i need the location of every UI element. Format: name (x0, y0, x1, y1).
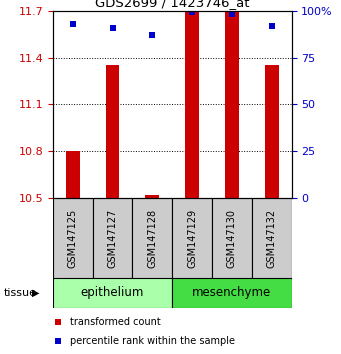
Text: GSM147125: GSM147125 (68, 209, 78, 268)
Bar (172, 278, 292, 308)
Bar (93, 198, 132, 278)
Bar (53, 198, 93, 278)
Bar (225, 11, 239, 198)
Text: percentile rank within the sample: percentile rank within the sample (70, 336, 235, 346)
Bar (53, 278, 172, 308)
Text: transformed count: transformed count (70, 317, 160, 327)
Text: epithelium: epithelium (81, 286, 144, 299)
Bar (265, 65, 279, 198)
Bar (145, 195, 159, 198)
Bar (132, 198, 172, 278)
Text: GSM147128: GSM147128 (147, 209, 157, 268)
Text: GSM147130: GSM147130 (227, 209, 237, 268)
Bar (172, 198, 212, 278)
Bar (212, 198, 252, 278)
Title: GDS2699 / 1423746_at: GDS2699 / 1423746_at (95, 0, 250, 10)
Text: GSM147129: GSM147129 (187, 209, 197, 268)
Text: mesenchyme: mesenchyme (192, 286, 271, 299)
Text: GSM147132: GSM147132 (267, 209, 277, 268)
Text: tissue: tissue (3, 288, 36, 298)
Bar (66, 151, 80, 198)
Bar (252, 198, 292, 278)
Text: ▶: ▶ (32, 288, 40, 298)
Text: GSM147127: GSM147127 (107, 209, 118, 268)
Bar (185, 11, 199, 198)
Bar (106, 65, 119, 198)
